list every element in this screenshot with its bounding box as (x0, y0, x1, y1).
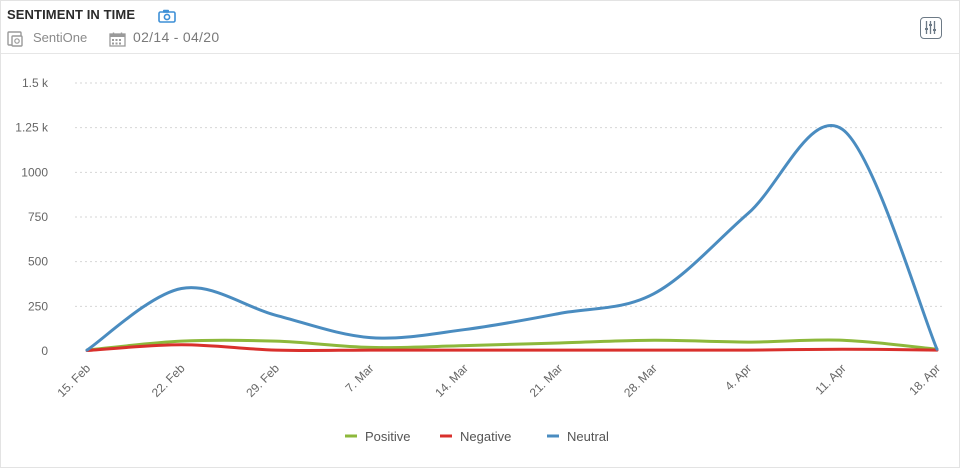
legend-item-positive[interactable]: Positive (365, 429, 411, 444)
x-tick-label: 7. Mar (343, 361, 377, 395)
y-tick-label: 750 (28, 210, 48, 224)
series-line-negative[interactable] (85, 343, 939, 353)
legend-item-negative[interactable]: Negative (460, 429, 511, 444)
x-tick-label: 15. Feb (54, 361, 93, 400)
y-tick-label: 1.5 k (22, 76, 49, 90)
x-tick-label: 14. Mar (432, 361, 471, 400)
x-tick-label: 11. Apr (813, 361, 849, 397)
x-tick-label: 29. Feb (243, 361, 282, 400)
chart-settings-button[interactable] (920, 17, 942, 39)
series-line-positive[interactable] (85, 338, 939, 352)
y-axis-ticks: 0 250 500 750 1000 1.25 k 1.5 k (15, 76, 49, 358)
y-tick-label: 0 (41, 344, 48, 358)
series-line-neutral[interactable] (85, 124, 939, 352)
widget-header: SENTIMENT IN TIME SentiOne (1, 1, 959, 54)
x-tick-label: 28. Mar (621, 361, 660, 400)
y-tick-label: 500 (28, 255, 48, 269)
legend-item-neutral[interactable]: Neutral (567, 429, 609, 444)
y-tick-label: 250 (28, 299, 48, 313)
x-tick-label: 22. Feb (149, 361, 188, 400)
x-tick-label: 21. Mar (527, 361, 566, 400)
widget-title: SENTIMENT IN TIME (7, 7, 136, 22)
x-tick-label: 4. Apr (722, 361, 754, 393)
camera-icon[interactable] (158, 9, 176, 23)
calendar-icon (109, 32, 126, 47)
series-lines (85, 124, 939, 353)
grid-lines (75, 82, 945, 307)
chart-legend: Positive Negative Neutral (345, 429, 609, 444)
date-range-label: 02/14 - 04/20 (133, 29, 220, 45)
x-tick-label: 18. Apr (906, 361, 943, 398)
source-label: SentiOne (33, 30, 88, 45)
y-tick-label: 1.25 k (15, 121, 49, 135)
y-tick-label: 1000 (21, 165, 48, 179)
sliders-icon (925, 21, 936, 34)
x-axis-ticks: 15. Feb 22. Feb 29. Feb 7. Mar 14. Mar 21. Ma… (54, 361, 943, 400)
source-icon (7, 31, 24, 47)
